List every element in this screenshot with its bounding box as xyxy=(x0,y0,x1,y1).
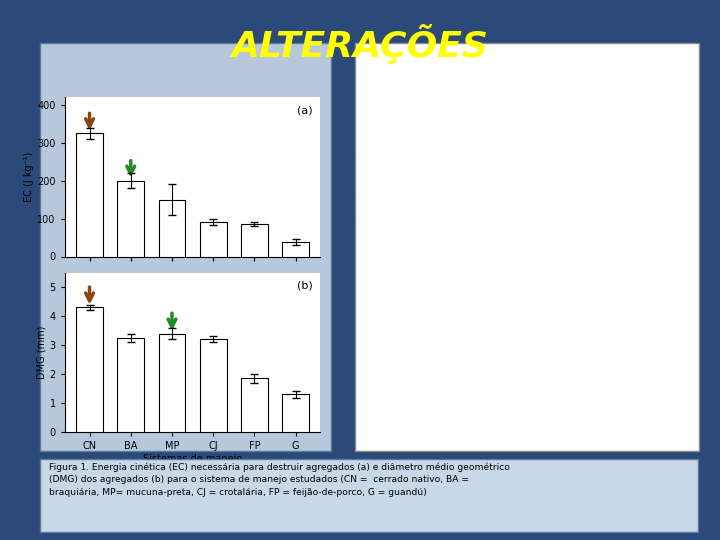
Bar xyxy=(282,394,309,432)
Text: (a): (a) xyxy=(297,105,312,115)
Text: -: - xyxy=(624,225,627,235)
Bar xyxy=(117,338,144,432)
FancyBboxPatch shape xyxy=(496,217,562,255)
Text: --------(%)--------: --------(%)-------- xyxy=(596,205,660,214)
Text: Taxa de
decomposição dos
adubos verdes: Taxa de decomposição dos adubos verdes xyxy=(596,161,696,195)
Text: 69,2: 69,2 xyxy=(613,327,637,337)
X-axis label: Sistemas de manejo: Sistemas de manejo xyxy=(143,454,242,464)
Text: Feijão-de-porco: Feijão-de-porco xyxy=(362,327,447,338)
Text: Cerrado nativo: Cerrado nativo xyxy=(362,225,444,235)
Bar xyxy=(241,224,268,256)
Text: 34: 34 xyxy=(523,293,537,303)
Bar xyxy=(76,133,103,256)
FancyBboxPatch shape xyxy=(355,43,699,153)
Text: ALTERAÇÕES: ALTERAÇÕES xyxy=(232,24,488,64)
Bar xyxy=(158,200,185,256)
Text: Tratamento: Tratamento xyxy=(362,161,426,171)
Y-axis label: EC (J kg⁻¹): EC (J kg⁻¹) xyxy=(24,152,35,202)
Bar xyxy=(76,307,103,432)
Text: 65,6: 65,6 xyxy=(613,395,637,404)
Text: Braquiária: Braquiária xyxy=(362,259,420,271)
Text: 31: 31 xyxy=(523,361,538,371)
Text: --(g kg⁻¹)--: --(g kg⁻¹)-- xyxy=(506,205,554,214)
Text: Guandu: Guandu xyxy=(362,361,405,371)
Y-axis label: DMG (mm): DMG (mm) xyxy=(37,326,47,379)
Bar xyxy=(241,379,268,432)
Text: 78,9: 78,9 xyxy=(616,260,641,271)
Text: 61,3: 61,3 xyxy=(613,361,638,371)
Bar xyxy=(200,221,227,256)
Text: 30: 30 xyxy=(523,395,538,404)
Bar xyxy=(200,339,227,432)
FancyBboxPatch shape xyxy=(589,251,665,289)
Text: (b): (b) xyxy=(297,281,312,291)
Bar xyxy=(282,242,309,256)
Text: 33: 33 xyxy=(523,327,538,337)
Text: Figura 1. Energia cinética (EC) necessária para destruir agregados (a) e diâmetr: Figura 1. Energia cinética (EC) necessár… xyxy=(49,463,510,497)
Text: Tabela 2. Teores de matéria orgânica dos
diversos tratamentos e taxa de decompos: Tabela 2. Teores de matéria orgânica dos… xyxy=(369,53,641,91)
Text: 46: 46 xyxy=(523,227,539,238)
Text: SILVA et al., 1998: SILVA et al., 1998 xyxy=(438,421,616,438)
Text: 65,6: 65,6 xyxy=(613,293,637,303)
Text: Mucuna-preta: Mucuna-preta xyxy=(362,293,439,303)
Bar xyxy=(158,334,185,432)
Text: Matéria
orgânica: Matéria orgânica xyxy=(506,161,554,184)
Text: Crotalária: Crotalária xyxy=(362,395,418,404)
Text: 36: 36 xyxy=(523,259,538,269)
Bar xyxy=(117,181,144,256)
